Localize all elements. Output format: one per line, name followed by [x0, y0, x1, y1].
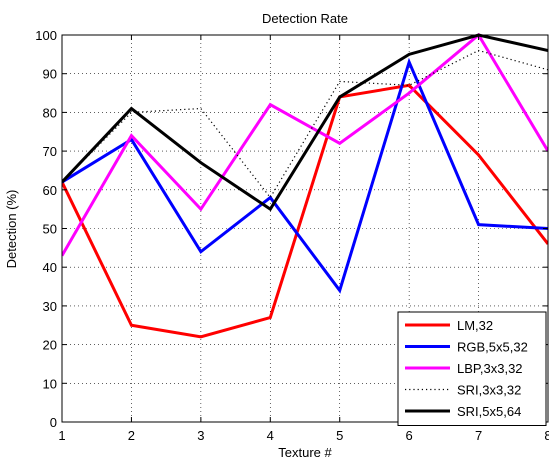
- y-tick-label: 50: [43, 222, 57, 237]
- legend-label-4: SRI,3x3,32: [457, 383, 521, 398]
- legend: LM,32 RGB,5x5,32 LBP,3x3,32 SRI,3x3,32 SRI,5…: [397, 311, 547, 426]
- y-tick-label: 60: [43, 183, 57, 198]
- x-axis-label: Texture #: [278, 445, 332, 458]
- y-tick-label: 40: [43, 260, 57, 275]
- y-tick-label: 90: [43, 67, 57, 82]
- legend-label-3: LBP,3x3,32: [457, 361, 523, 376]
- x-tick-label: 5: [336, 428, 343, 443]
- y-tick-label: 30: [43, 299, 57, 314]
- series-line-4: [62, 49, 548, 199]
- y-tick-label: 70: [43, 144, 57, 159]
- series-lines: [62, 33, 548, 339]
- x-tick-label: 8: [544, 428, 549, 443]
- x-tick-label: 1: [58, 428, 65, 443]
- series-line-3: [62, 33, 548, 257]
- x-tick-label: 3: [197, 428, 204, 443]
- y-tick-label: 0: [50, 415, 57, 430]
- y-tick-label: 100: [35, 28, 57, 43]
- y-tick-label: 20: [43, 338, 57, 353]
- x-tick-label: 7: [475, 428, 482, 443]
- y-tick-label: 80: [43, 105, 57, 120]
- chart-title: Detection Rate: [262, 11, 348, 26]
- legend-label-2: RGB,5x5,32: [457, 340, 528, 355]
- x-tick-label: 2: [128, 428, 135, 443]
- y-axis-label: Detection (%): [4, 190, 19, 269]
- y-tick-label: 10: [43, 376, 57, 391]
- x-tick-label: 6: [406, 428, 413, 443]
- series-line-1: [62, 83, 548, 339]
- series-line-2: [62, 57, 548, 294]
- legend-label-5: SRI,5x5,64: [457, 404, 521, 419]
- x-tick-label: 4: [267, 428, 274, 443]
- series-line-5: [62, 33, 548, 212]
- legend-label-1: LM,32: [457, 318, 493, 333]
